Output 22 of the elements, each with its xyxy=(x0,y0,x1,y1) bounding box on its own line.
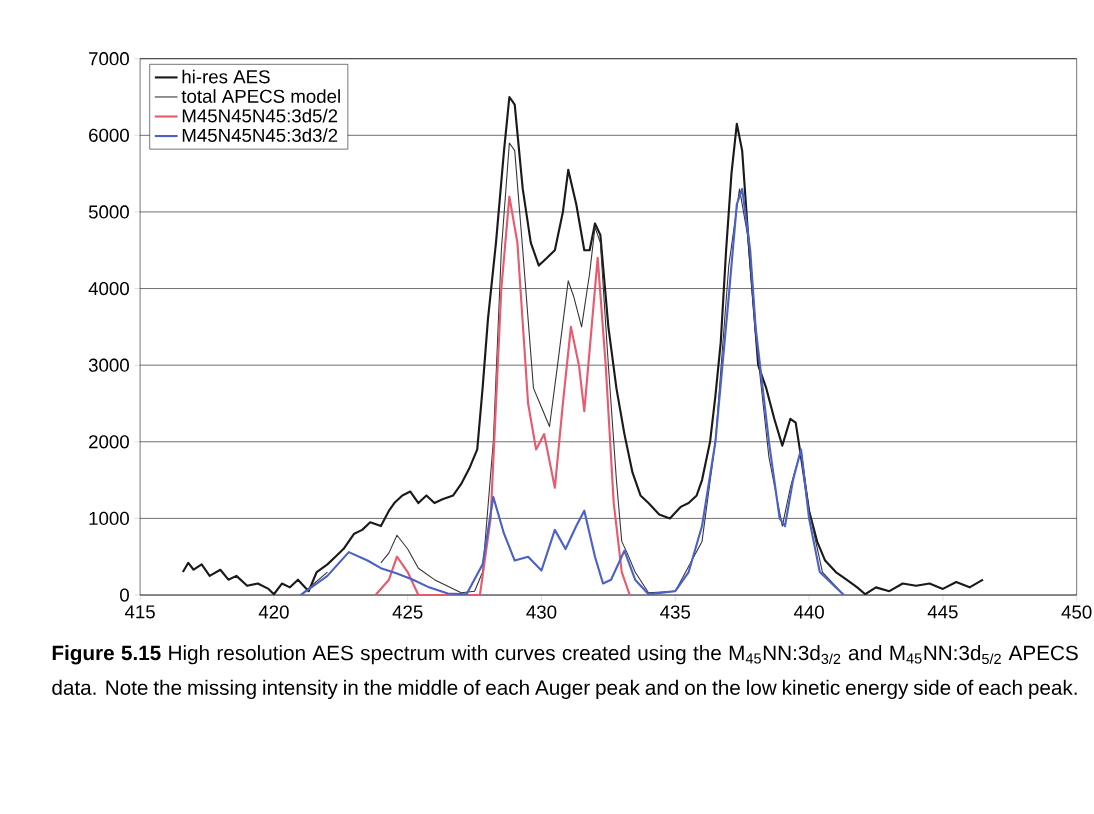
y-tick-label: 2000 xyxy=(89,435,129,449)
x-tick-label: 415 xyxy=(124,605,155,619)
y-tick-label: 3000 xyxy=(88,358,129,372)
legend-label: M45N45N45:3d5/2 xyxy=(182,108,338,123)
x-tick-label: 430 xyxy=(526,605,557,619)
x-tick-label: 435 xyxy=(660,605,691,619)
x-tick-label: 445 xyxy=(927,605,958,619)
x-tick-label: 450 xyxy=(1061,605,1092,619)
y-tick-label: 6000 xyxy=(89,128,129,143)
x-tick-label: 420 xyxy=(258,605,289,619)
legend-label: M45N45N45:3d3/2 xyxy=(182,128,338,143)
y-tick-label: 4000 xyxy=(88,282,129,296)
legend-label: total APECS model xyxy=(181,89,340,104)
line-series xyxy=(374,195,631,596)
text: Figure 5.15 High resolution AES spectrum with curves created using the M$_{45}$NN:3d$_{3/2}$ and M$_{45}$NN:3d$_{5/2}$ APECS data. Note the missing intensity in the middle of each Auger peak and on the low kinetic energy side of each peak. xyxy=(52,645,1078,700)
y-tick-label: 5000 xyxy=(88,205,129,219)
y-tick-label: 1000 xyxy=(89,511,129,526)
y-tick-label: 7000 xyxy=(89,52,129,66)
legend-label: hi-res AES xyxy=(182,69,270,84)
x-tick-label: 425 xyxy=(392,605,423,619)
x-tick-label: 440 xyxy=(793,605,824,619)
y-tick-label: 0 xyxy=(120,588,129,602)
